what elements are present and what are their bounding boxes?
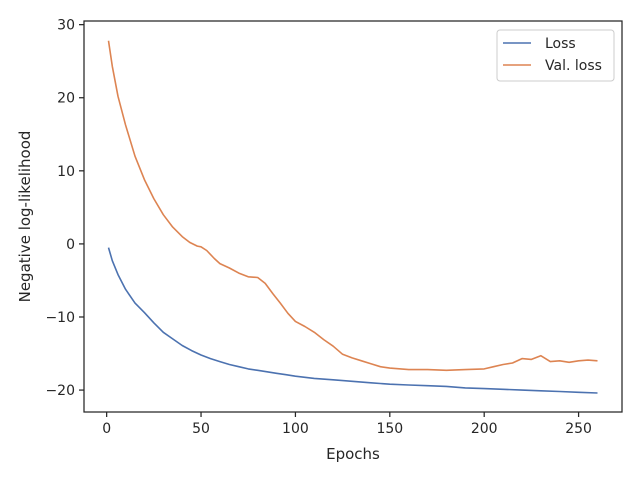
legend: Loss Val. loss xyxy=(496,29,615,82)
legend-label: Loss xyxy=(545,36,576,52)
x-tick-label: 150 xyxy=(376,421,403,437)
y-ticks: 30 20 10 0 −10 −20 xyxy=(45,18,84,399)
x-tick-label: 50 xyxy=(192,421,210,437)
x-axis-label: Epochs xyxy=(326,445,380,463)
y-tick-label: 30 xyxy=(57,18,75,34)
x-ticks: 0 50 100 150 200 250 xyxy=(102,412,592,437)
series-line-val-loss xyxy=(107,40,598,372)
series-line-loss xyxy=(107,247,598,394)
x-tick-label: 100 xyxy=(282,421,309,437)
plot-frame xyxy=(83,20,623,413)
legend-label: Val. loss xyxy=(545,58,602,74)
y-tick-label: −10 xyxy=(45,310,75,326)
series-layer xyxy=(107,40,598,394)
x-tick-label: 0 xyxy=(102,421,111,437)
y-tick-label: −20 xyxy=(45,383,75,399)
y-tick-label: 0 xyxy=(66,237,75,253)
y-tick-label: 10 xyxy=(57,164,75,180)
x-tick-label: 200 xyxy=(471,421,498,437)
x-tick-label: 250 xyxy=(565,421,592,437)
y-axis-label: Negative log-likelihood xyxy=(16,131,34,303)
y-tick-label: 20 xyxy=(57,91,75,107)
